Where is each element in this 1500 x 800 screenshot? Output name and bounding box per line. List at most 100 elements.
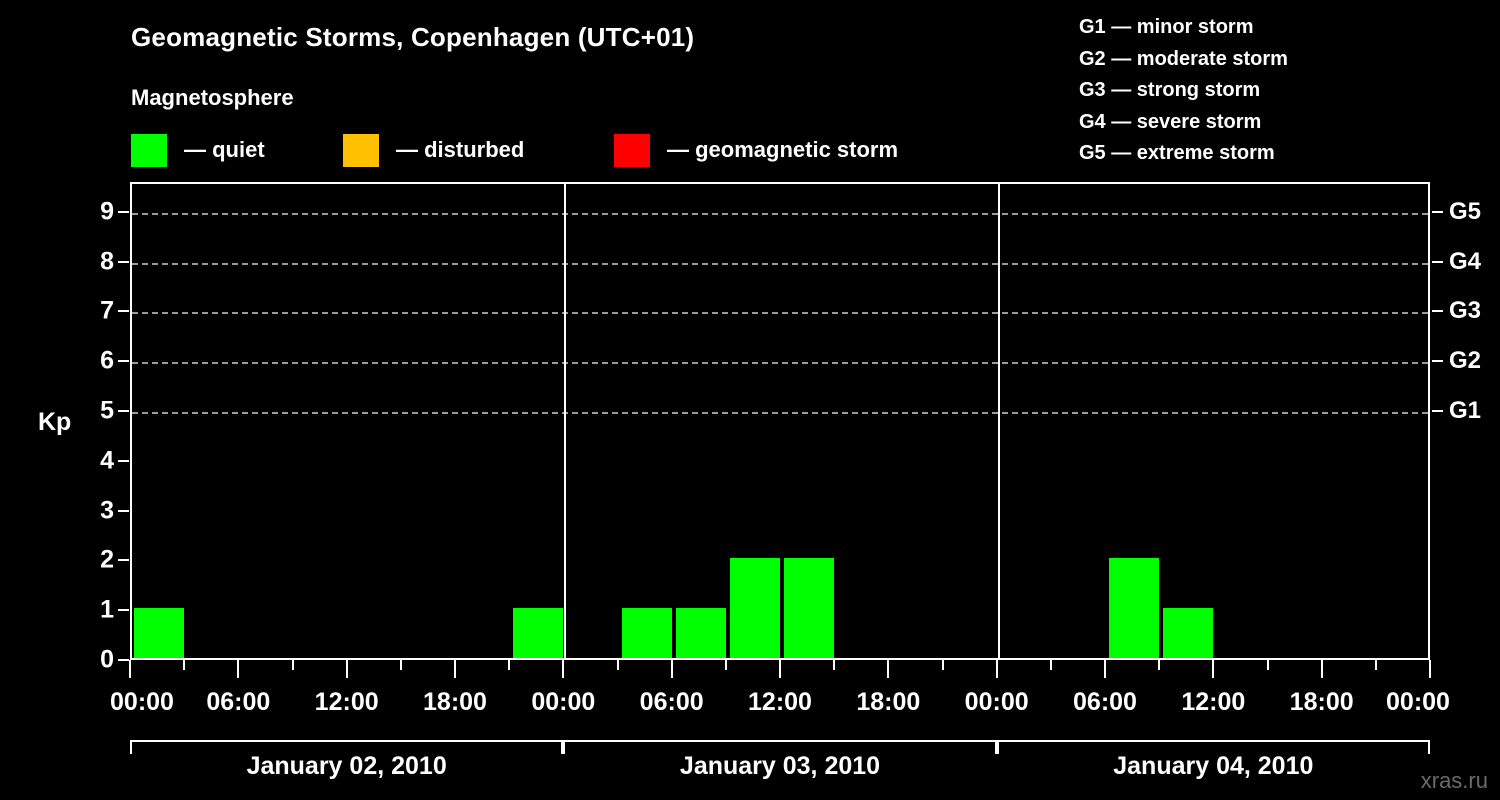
x-tick-label: 12:00 — [748, 688, 812, 716]
legend-item-disturbed: — disturbed — [343, 131, 524, 169]
legend-item-label: — geomagnetic storm — [667, 137, 899, 162]
chart-bar — [134, 608, 185, 658]
y-tick-mark — [118, 260, 129, 263]
x-tick-label: 18:00 — [423, 688, 487, 716]
x-tick-label: 00:00 — [110, 688, 174, 716]
x-tick-label: 00:00 — [1386, 688, 1450, 716]
x-major-tick — [1212, 660, 1215, 678]
day-range-bar — [996, 740, 1430, 754]
x-tick-label: 06:00 — [639, 688, 704, 716]
orange-square-swatch-icon — [343, 133, 379, 167]
legend-item-label: — disturbed — [396, 137, 525, 162]
x-minor-tick — [1266, 660, 1269, 670]
chart-subtitle: Magnetosphere — [131, 85, 294, 110]
x-major-tick — [562, 660, 565, 678]
y-tick-mark — [118, 310, 129, 313]
x-major-tick — [237, 660, 240, 678]
x-major-tick — [454, 660, 456, 678]
y-tick-label: 3 — [100, 496, 114, 525]
x-minor-tick — [183, 660, 186, 670]
g-tick-mark — [1432, 410, 1443, 413]
g-tick-label: G5 — [1449, 197, 1482, 225]
x-major-tick — [1429, 660, 1431, 678]
x-tick-label: 18:00 — [856, 688, 921, 716]
x-minor-tick — [399, 660, 402, 670]
day-label: January 04, 2010 — [1113, 752, 1314, 780]
g-tick-label: G2 — [1449, 347, 1482, 375]
y-tick-mark — [118, 410, 129, 413]
g-scale-row: G4 — severe storm — [1079, 110, 1262, 133]
y-tick-label: 4 — [100, 446, 114, 475]
x-minor-tick — [1049, 660, 1052, 670]
g-scale-row: G2 — moderate storm — [1079, 47, 1288, 70]
gridline — [132, 412, 1428, 415]
x-tick-label: 18:00 — [1289, 688, 1354, 716]
g-tick-mark — [1432, 260, 1443, 263]
y-tick-label: 6 — [100, 346, 114, 375]
g-tick-mark — [1432, 310, 1443, 313]
x-major-tick — [1104, 660, 1106, 678]
y-tick-label: 8 — [100, 247, 114, 276]
x-major-tick — [129, 660, 131, 678]
gridline — [132, 362, 1428, 365]
x-minor-tick — [616, 660, 619, 670]
y-tick-label: 1 — [100, 595, 114, 624]
y-axis-ticks: 0 1 2 3 4 5 6 7 8 9 — [62, 0, 114, 800]
g-scale-row: G3 — strong storm — [1079, 79, 1261, 101]
y-tick-mark — [118, 459, 129, 462]
y-tick-label: 2 — [100, 545, 114, 574]
x-major-tick — [1320, 660, 1323, 678]
chart-bar — [513, 608, 564, 658]
x-major-tick — [670, 660, 673, 678]
y-tick-label: 7 — [100, 296, 114, 325]
g-tick-label: G3 — [1449, 297, 1482, 325]
x-major-tick — [887, 660, 890, 678]
legend-item-label: — quiet — [184, 137, 265, 162]
day-separator — [997, 184, 1000, 658]
legend-item-quiet: — quiet — [131, 131, 265, 169]
x-tick-label: 00:00 — [964, 688, 1029, 716]
g-scale-row: G1 — minor storm — [1079, 16, 1254, 38]
day-label: January 02, 2010 — [246, 752, 447, 780]
chart-bar — [1163, 608, 1214, 658]
red-square-swatch-icon — [614, 133, 650, 167]
g-tick-mark — [1432, 210, 1443, 213]
x-tick-label: 12:00 — [314, 688, 379, 716]
x-minor-tick — [1374, 660, 1377, 670]
g-scale-row: G5 — extreme storm — [1079, 142, 1275, 164]
x-major-tick — [779, 660, 781, 678]
x-tick-label: 06:00 — [1073, 688, 1137, 716]
y-tick-mark — [118, 360, 129, 363]
g-tick-label: G1 — [1449, 397, 1482, 425]
y-tick-mark — [118, 609, 129, 612]
y-tick-mark — [118, 509, 129, 512]
x-minor-tick — [1158, 660, 1161, 670]
x-minor-tick — [724, 660, 727, 670]
x-tick-label: 06:00 — [206, 688, 271, 716]
x-minor-tick — [941, 660, 944, 670]
legend-item-geomagnetic-storm: — geomagnetic storm — [614, 131, 898, 169]
watermark: xras.ru — [1420, 768, 1488, 793]
gridline — [132, 312, 1428, 315]
gridline — [132, 212, 1428, 215]
day-range-bar — [563, 740, 997, 754]
y-axis-title: Kp — [38, 408, 72, 436]
x-major-tick — [345, 660, 348, 678]
g-tick-label: G4 — [1449, 247, 1482, 275]
page-title: Geomagnetic Storms, Copenhagen (UTC+01) — [131, 22, 695, 52]
y-tick-mark — [118, 210, 129, 213]
x-tick-label: 00:00 — [531, 688, 596, 716]
g-scale-legend: G1 — minor storm G2 — moderate storm G3 … — [1079, 12, 1288, 170]
chart-bar — [675, 608, 726, 658]
x-major-tick — [995, 660, 998, 678]
y-tick-mark — [118, 559, 129, 562]
chart-bar — [621, 608, 672, 658]
x-tick-label: 12:00 — [1181, 688, 1246, 716]
day-separator — [564, 184, 567, 658]
gridline — [132, 262, 1428, 265]
y-tick-label: 9 — [100, 197, 114, 226]
y-tick-label: 5 — [100, 396, 114, 425]
chart-plot-area — [130, 182, 1430, 660]
x-minor-tick — [508, 660, 511, 670]
x-minor-tick — [833, 660, 836, 670]
